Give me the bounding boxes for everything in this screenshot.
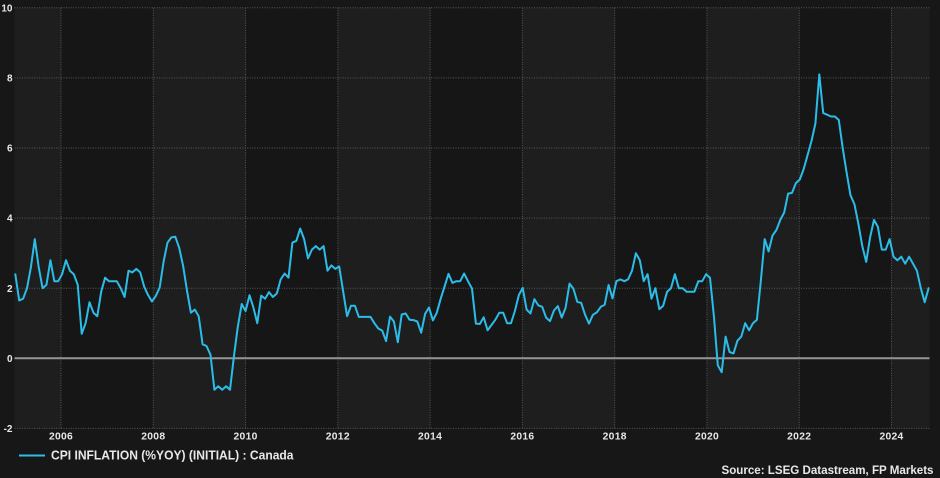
svg-text:2016: 2016 [510,432,534,443]
svg-text:2022: 2022 [787,432,811,443]
svg-text:Source: LSEG Datastream, FP Ma: Source: LSEG Datastream, FP Markets [722,463,934,477]
svg-text:CPI INFLATION (%YOY) (INITIAL): CPI INFLATION (%YOY) (INITIAL) : Canada [51,448,294,462]
svg-text:2012: 2012 [326,432,350,443]
svg-text:2018: 2018 [603,432,627,443]
svg-text:2006: 2006 [49,432,73,443]
svg-text:-2: -2 [4,424,13,435]
svg-text:2010: 2010 [234,432,258,443]
svg-text:8: 8 [7,74,13,85]
svg-text:6: 6 [7,144,13,155]
svg-text:4: 4 [7,214,13,225]
svg-text:0: 0 [7,354,13,365]
svg-text:2: 2 [7,284,13,295]
svg-text:2024: 2024 [879,432,903,443]
svg-text:2020: 2020 [695,432,719,443]
svg-text:10: 10 [1,3,13,14]
svg-text:2008: 2008 [141,432,165,443]
svg-text:2014: 2014 [418,432,442,443]
